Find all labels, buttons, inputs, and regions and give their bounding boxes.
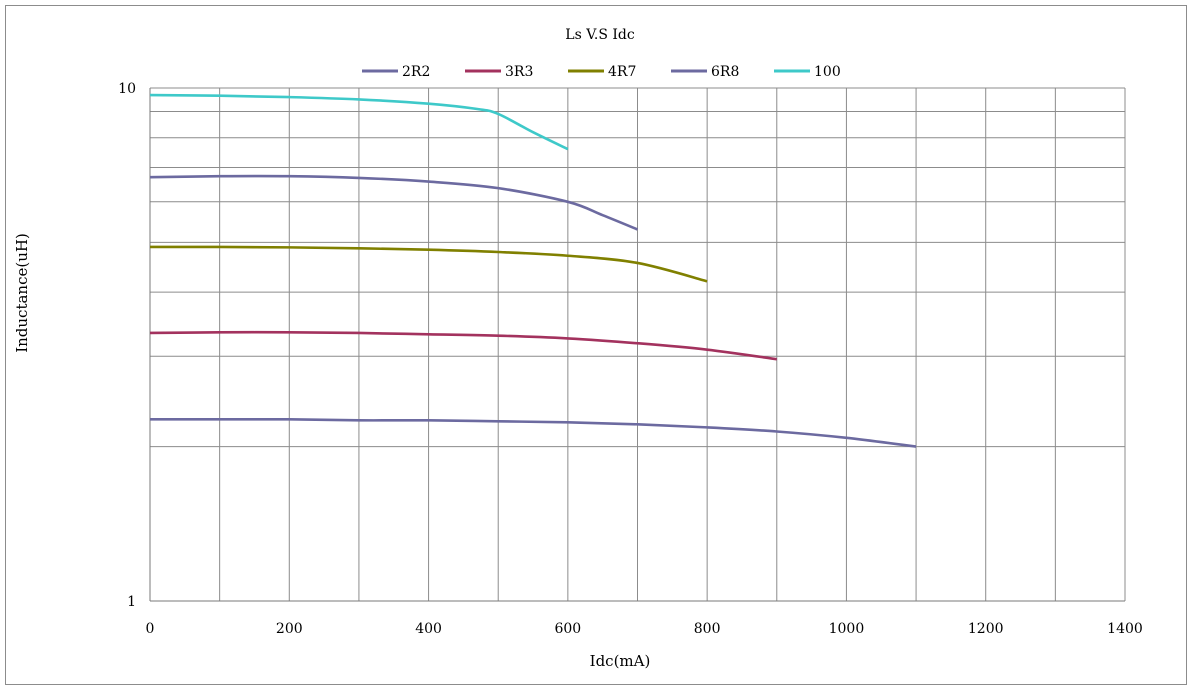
- x-tick-label: 400: [415, 621, 442, 637]
- inductance-vs-current-chart: 0 200 400 600 800 1000 1200 1400 1 10 2R2 3R3 4R7 6R…: [13, 27, 1143, 670]
- x-tick-label: 600: [554, 621, 581, 637]
- x-axis-label: Idc(mA): [590, 652, 651, 670]
- x-tick-label: 1400: [1107, 621, 1143, 637]
- x-tick-label: 1200: [968, 621, 1004, 637]
- chart-title: Ls V.S Idc: [565, 27, 635, 43]
- legend-label-4R7: 4R7: [608, 64, 636, 80]
- chart-frame: 0 200 400 600 800 1000 1200 1400 1 10 2R2 3R3 4R7 6R…: [5, 5, 1187, 685]
- grid: [149, 87, 1126, 601]
- y-tick-label: 1: [127, 594, 136, 610]
- series-line-4R7: [149, 245, 708, 283]
- legend-label-6R8: 6R8: [711, 64, 739, 80]
- legend-label-2R2: 2R2: [402, 64, 430, 80]
- series-line-2R2: [150, 417, 917, 448]
- series-line-6R8: [149, 174, 638, 231]
- axes: 0 200 400 600 800 1000 1200 1400 1 10: [118, 81, 1143, 637]
- series-lines: [149, 93, 917, 448]
- legend: 2R2 3R3 4R7 6R8 100: [362, 64, 841, 80]
- y-axis-label: Inductance(uH): [13, 233, 31, 353]
- series-line-3R3: [149, 330, 777, 361]
- x-tick-label: 200: [276, 621, 303, 637]
- legend-label-3R3: 3R3: [505, 64, 533, 80]
- x-tick-label: 800: [694, 621, 721, 637]
- x-tick-label: 1000: [829, 621, 865, 637]
- x-tick-label: 0: [146, 621, 155, 637]
- legend-label-100: 100: [814, 64, 841, 80]
- series-line-100: [149, 93, 569, 151]
- y-tick-label: 10: [118, 81, 136, 97]
